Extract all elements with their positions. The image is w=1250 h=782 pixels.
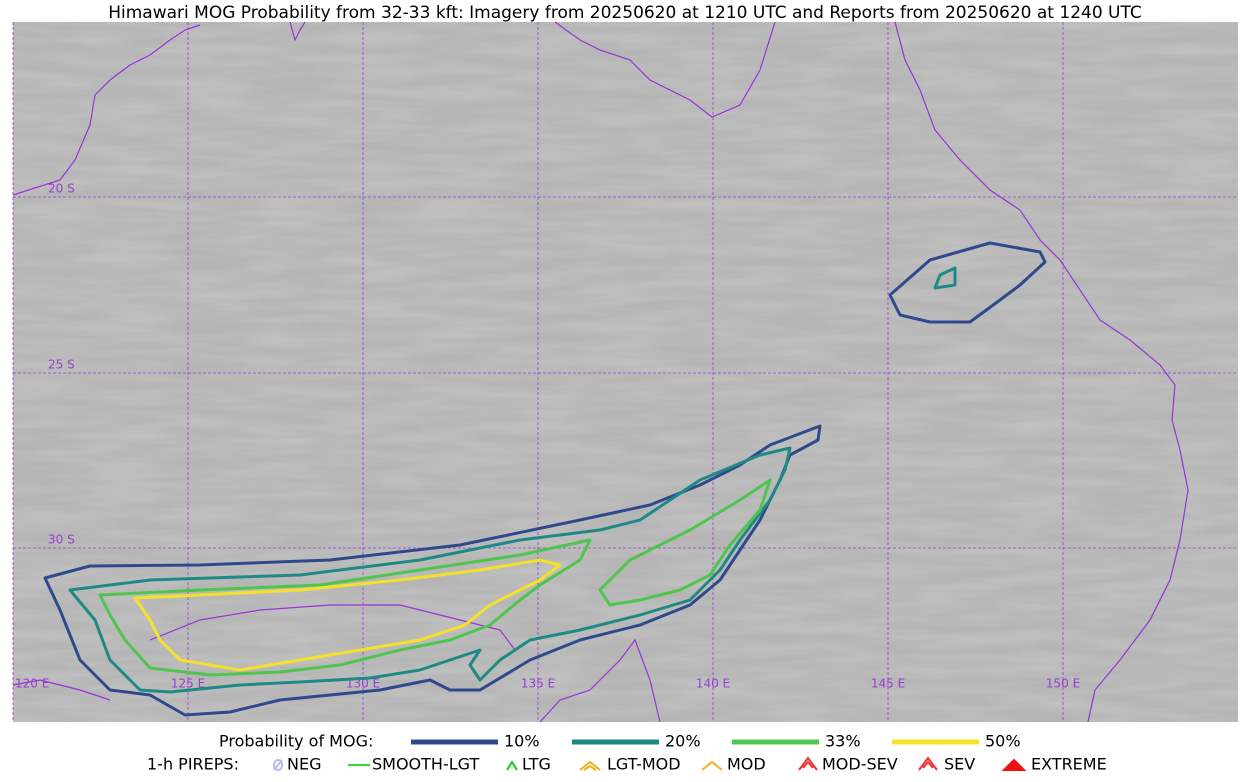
legend: Probability of MOG: 1-h PIREPS: 10% 20% 33… [147, 732, 1107, 774]
title: Himawari MOG Probability from 32-33 kft:… [108, 3, 1142, 23]
legend-label: EXTREME [1031, 755, 1107, 774]
legend-label: LGT-MOD [607, 755, 681, 774]
lon-label: 120 E [15, 677, 49, 691]
legend-label: LTG [522, 755, 551, 774]
lat-label: 25 S [48, 358, 75, 372]
legend-title: Probability of MOG: [219, 732, 373, 751]
lon-label: 125 E [171, 677, 205, 691]
legend-label: 10% [504, 732, 540, 751]
legend-label: 50% [985, 732, 1021, 751]
legend-icon [918, 756, 938, 771]
legend-icon [273, 759, 284, 771]
satellite-image [13, 22, 1238, 722]
legend-icon [506, 760, 518, 771]
lat-label: 20 S [48, 182, 75, 196]
lon-label: 150 E [1046, 677, 1080, 691]
legend-icon [1001, 758, 1027, 771]
legend-label: 20% [665, 732, 701, 751]
legend-label: SEV [944, 755, 975, 774]
lon-label: 140 E [696, 677, 730, 691]
lon-label: 145 E [871, 677, 905, 691]
legend-label: MOD [727, 755, 766, 774]
lon-label: 135 E [521, 677, 555, 691]
lat-label: 30 S [48, 533, 75, 547]
legend-title: 1-h PIREPS: [147, 755, 239, 774]
legend-label: SMOOTH-LGT [372, 755, 479, 774]
legend-label: 33% [825, 732, 861, 751]
legend-icon [798, 756, 818, 771]
legend-icon [701, 760, 723, 771]
legend-icon [579, 760, 601, 771]
legend-label: NEG [287, 755, 321, 774]
legend-label: MOD-SEV [822, 755, 898, 774]
mog-contours [43, 241, 1047, 717]
coastlines [12, 21, 1189, 723]
